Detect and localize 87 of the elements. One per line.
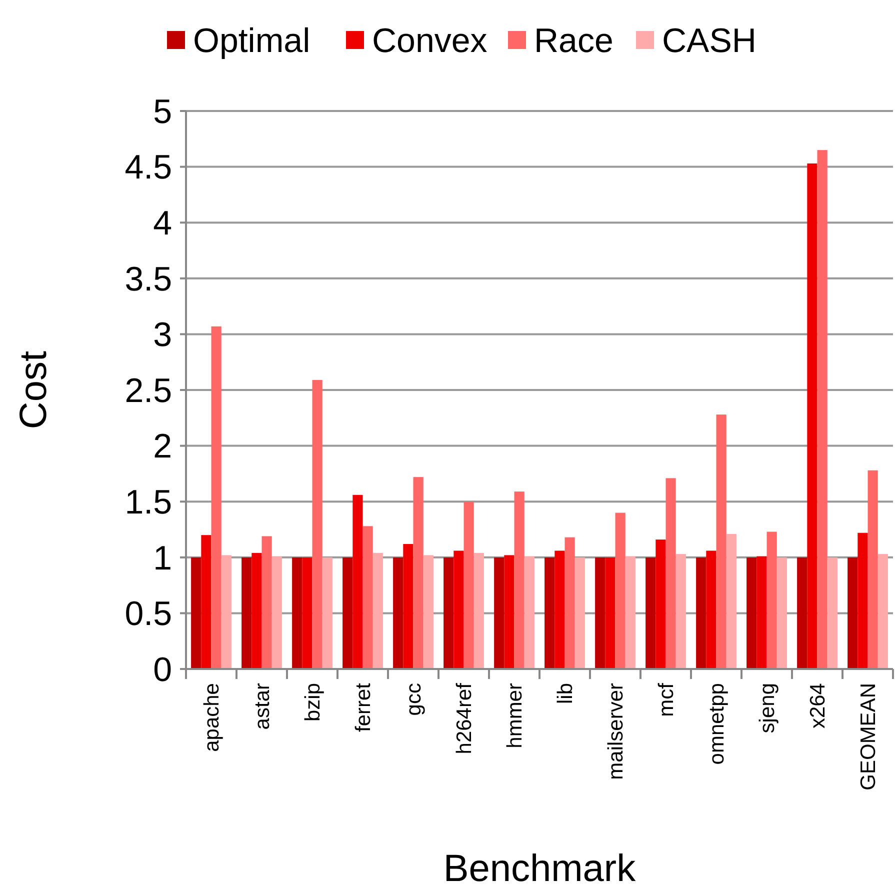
bar xyxy=(706,550,716,669)
bar xyxy=(656,540,666,669)
y-tick-label: 0.5 xyxy=(124,595,172,634)
bar xyxy=(191,557,202,669)
x-axis-title: Benchmark xyxy=(443,848,637,887)
bar xyxy=(444,557,454,669)
bar xyxy=(474,552,484,669)
bar xyxy=(393,557,404,669)
bar xyxy=(776,557,787,669)
bar xyxy=(696,557,706,669)
bar xyxy=(878,554,888,669)
bar xyxy=(746,557,757,669)
legend-label: Convex xyxy=(372,22,488,60)
bar xyxy=(464,502,474,669)
bar xyxy=(564,537,575,669)
bar xyxy=(625,556,636,669)
bar xyxy=(766,532,777,669)
y-tick-label: 4 xyxy=(153,204,172,242)
x-tick-label: hmmer xyxy=(504,683,527,748)
bar xyxy=(342,557,353,669)
bar xyxy=(352,494,363,669)
bar xyxy=(544,557,555,669)
bar xyxy=(403,544,414,669)
bar xyxy=(302,557,312,669)
bar xyxy=(554,550,565,669)
bar xyxy=(454,550,464,669)
bar xyxy=(666,478,676,669)
y-tick-label: 0 xyxy=(153,650,172,689)
x-tick-label: lib xyxy=(554,683,578,704)
bar xyxy=(646,557,656,669)
x-tick-label: h264ref xyxy=(453,682,476,754)
x-tick-label: gcc xyxy=(402,683,426,716)
bar xyxy=(372,552,383,669)
bar xyxy=(817,150,828,669)
x-tick-label: astar xyxy=(251,682,274,730)
bar xyxy=(574,557,585,669)
x-tick-label: sjeng xyxy=(756,683,780,734)
bar xyxy=(797,557,808,669)
y-tick-label: 1 xyxy=(153,539,172,578)
legend-label: CASH xyxy=(662,22,756,60)
bar xyxy=(756,556,767,669)
y-tick-label: 3 xyxy=(153,316,172,354)
bar xyxy=(221,555,232,669)
bar xyxy=(868,470,878,669)
bar xyxy=(848,557,858,669)
x-tick-label: ferret xyxy=(352,682,376,732)
bar xyxy=(716,414,726,669)
bar xyxy=(211,326,222,669)
y-tick-label: 2 xyxy=(153,428,172,466)
bar xyxy=(504,555,514,669)
bar xyxy=(201,535,212,669)
x-tick-label: apache xyxy=(200,683,224,752)
y-tick-label: 2.5 xyxy=(124,372,172,410)
y-tick-label: 5 xyxy=(153,92,172,131)
y-tick-label: 4.5 xyxy=(124,148,172,187)
bar xyxy=(807,163,818,669)
bar xyxy=(413,477,424,669)
y-tick-label: 1.5 xyxy=(124,484,172,522)
bar xyxy=(595,557,606,669)
legend-label: Optimal xyxy=(193,22,310,60)
y-tick-label: 3.5 xyxy=(124,260,172,298)
x-tick-label: x264 xyxy=(806,682,830,729)
bar xyxy=(242,557,252,669)
bar xyxy=(292,557,302,669)
x-tick-label: omnetpp xyxy=(706,683,729,765)
bar xyxy=(726,534,736,669)
bar xyxy=(858,532,868,669)
bar xyxy=(252,552,262,669)
bar xyxy=(827,557,838,669)
bar xyxy=(262,536,272,669)
bar xyxy=(362,526,373,669)
bar xyxy=(494,557,504,669)
x-tick-label: bzip xyxy=(302,683,325,722)
bar xyxy=(312,380,322,669)
bar xyxy=(605,557,616,669)
bar xyxy=(615,512,626,669)
legend-label: Race xyxy=(534,22,614,60)
x-tick-label: GEOMEAN xyxy=(857,683,880,790)
bar xyxy=(524,556,534,669)
x-tick-label: mcf xyxy=(655,682,678,717)
bar xyxy=(272,556,282,669)
x-tick-label: mailserver xyxy=(604,683,628,780)
bar xyxy=(423,555,434,669)
bar xyxy=(322,557,332,669)
y-axis-title: Cost xyxy=(13,350,55,430)
bar xyxy=(514,492,524,669)
bar xyxy=(676,554,686,669)
